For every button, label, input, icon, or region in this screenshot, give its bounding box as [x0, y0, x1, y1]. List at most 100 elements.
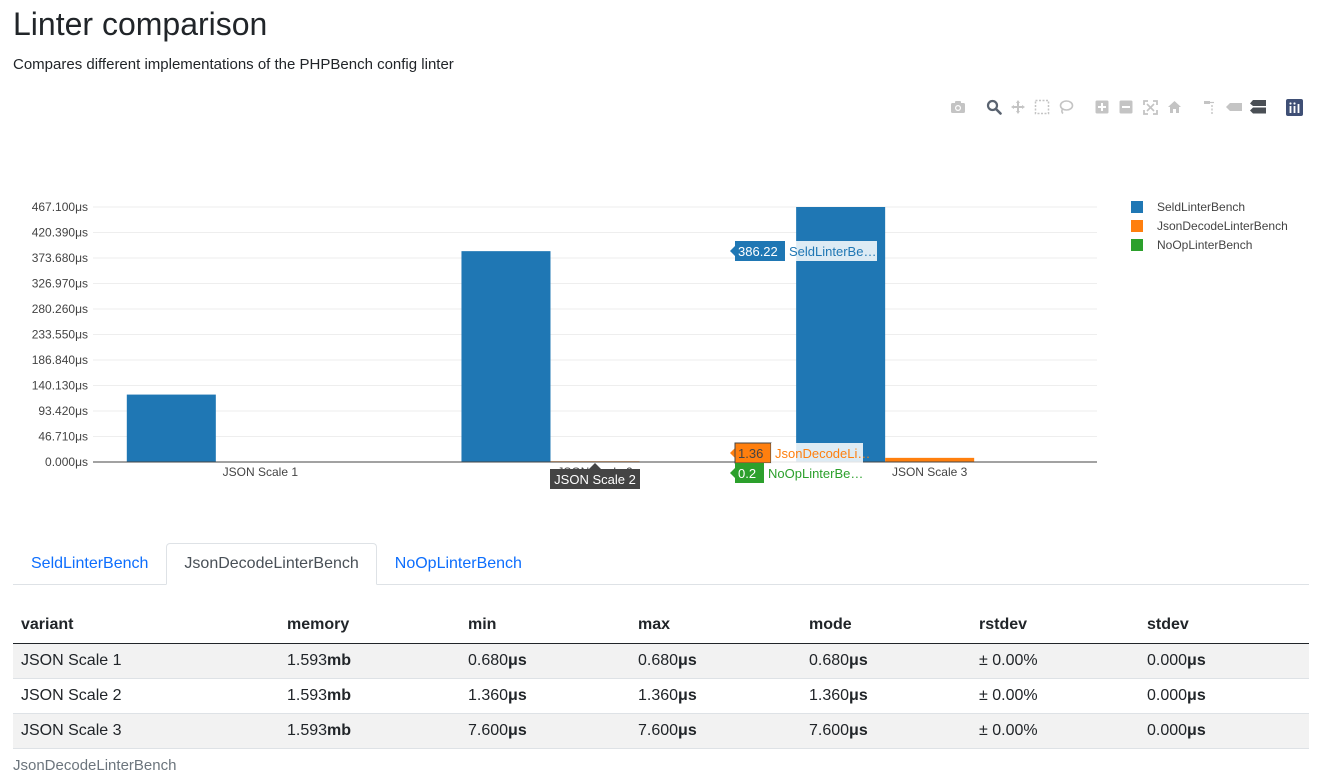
column-header-memory: memory	[279, 608, 460, 644]
cell-value: 1.360	[468, 686, 509, 704]
cell-value: 0.000	[1147, 721, 1188, 739]
table-cell-mode: 1.360μs	[801, 678, 971, 714]
spike-lines-icon[interactable]	[1198, 98, 1222, 116]
table-cell-mode: 7.600μs	[801, 713, 971, 749]
table-cell-max: 7.600μs	[630, 713, 801, 749]
legend-item-SeldLinterBench[interactable]: SeldLinterBench	[1131, 200, 1245, 214]
cell-unit: μs	[849, 651, 868, 669]
cell-value: 0.680	[468, 651, 509, 669]
table-cell-memory: 1.593mb	[279, 713, 460, 749]
table-cell-stdev: 0.000μs	[1139, 678, 1309, 714]
bar-SeldLinterBench-1[interactable]	[461, 251, 551, 462]
y-tick-label: 373.680μs	[32, 251, 88, 265]
table-cell-stdev: 0.000μs	[1139, 643, 1309, 679]
benchmark-tabs: SeldLinterBench JsonDecodeLinterBench NoOp…	[13, 543, 1309, 585]
column-header-min: min	[460, 608, 630, 644]
hover-category-text: JSON Scale 2	[554, 472, 636, 487]
x-tick-label: JSON Scale 1	[223, 465, 299, 479]
cell-value: JSON Scale 2	[21, 686, 122, 704]
column-header-variant: variant	[13, 608, 279, 644]
cell-unit: μs	[508, 686, 527, 704]
table-cell-variant: JSON Scale 1	[13, 643, 279, 679]
hover-value: 386.22	[738, 244, 778, 259]
cell-value: 1.360	[638, 686, 679, 704]
hover-label-JsonDecodeLinterBench: 1.36 JsonDecodeLi…	[730, 442, 870, 464]
hover-compare-icon[interactable]	[1246, 98, 1270, 116]
tab-JsonDecodeLinterBench[interactable]: JsonDecodeLinterBench	[166, 543, 377, 585]
cell-unit: μs	[508, 721, 527, 739]
cell-unit: μs	[678, 721, 697, 739]
cell-unit: μs	[849, 721, 868, 739]
table-cell-rstdev: ± 0.00%	[971, 713, 1139, 749]
hover-value: 0.2	[738, 466, 756, 481]
bar-JsonDecodeLinterBench-2[interactable]	[885, 457, 975, 462]
column-header-max: max	[630, 608, 801, 644]
legend-item-JsonDecodeLinterBench[interactable]: JsonDecodeLinterBench	[1131, 219, 1288, 233]
table-cell-min: 0.680μs	[460, 643, 630, 679]
tab-NoOpLinterBench[interactable]: NoOpLinterBench	[394, 555, 522, 572]
table-cell-stdev: 0.000μs	[1139, 713, 1309, 749]
y-tick-label: 280.260μs	[32, 302, 88, 316]
legend-swatch	[1131, 201, 1143, 213]
pan-icon[interactable]	[1006, 98, 1030, 116]
zoom-icon[interactable]	[982, 98, 1006, 116]
autoscale-icon[interactable]	[1138, 98, 1162, 116]
hover-series-name: SeldLinterBe…	[789, 244, 876, 259]
y-tick-label: 420.390μs	[32, 226, 88, 240]
hover-label-NoOpLinterBench: 0.2 NoOpLinterBe…	[730, 463, 863, 483]
cell-value: 7.600	[468, 721, 509, 739]
y-tick-label: 140.130μs	[32, 379, 88, 393]
results-table: variant memory min max mode rstdev stdev JSON …	[13, 608, 1309, 749]
y-tick-label: 46.710μs	[38, 430, 88, 444]
cell-value: JSON Scale 3	[21, 721, 122, 739]
cell-value: ± 0.00%	[979, 651, 1038, 669]
table-cell-min: 1.360μs	[460, 678, 630, 714]
hover-closest-icon[interactable]	[1222, 98, 1246, 116]
table-caption: JsonDecodeLinterBench	[13, 757, 177, 774]
table-cell-variant: JSON Scale 3	[13, 713, 279, 749]
cell-unit: mb	[327, 721, 352, 739]
cell-unit: mb	[327, 651, 352, 669]
y-tick-label: 0.000μs	[45, 455, 88, 469]
column-header-stdev: stdev	[1139, 608, 1309, 644]
bar-chart: 0.000μs 46.710μs 93.420μs 140.130μs 186.840μ…	[32, 200, 1288, 489]
chart-modebar	[934, 98, 1306, 116]
cell-unit: μs	[508, 651, 527, 669]
cell-unit: μs	[1187, 686, 1206, 704]
cell-unit: μs	[1187, 651, 1206, 669]
zoom-out-icon[interactable]	[1114, 98, 1138, 116]
hover-series-name: JsonDecodeLi…	[775, 446, 870, 461]
box-select-icon[interactable]	[1030, 98, 1054, 116]
table-row: JSON Scale 3 1.593mb 7.600μs 7.600μs 7.600μs…	[13, 713, 1309, 749]
legend-label: JsonDecodeLinterBench	[1157, 219, 1288, 233]
cell-unit: μs	[678, 686, 697, 704]
bar-SeldLinterBench-0[interactable]	[126, 394, 216, 462]
page-subtitle: Compares different implementations of th…	[13, 56, 454, 73]
legend-item-NoOpLinterBench[interactable]: NoOpLinterBench	[1131, 238, 1252, 252]
zoom-in-icon[interactable]	[1090, 98, 1114, 116]
cell-unit: μs	[678, 651, 697, 669]
legend-swatch	[1131, 239, 1143, 251]
reset-axes-icon[interactable]	[1162, 98, 1186, 116]
cell-unit: μs	[1187, 721, 1206, 739]
cell-unit: mb	[327, 686, 352, 704]
cell-value: 7.600	[638, 721, 679, 739]
legend-label: NoOpLinterBench	[1157, 238, 1252, 252]
hover-category-label: JSON Scale 2	[550, 463, 640, 489]
table-cell-mode: 0.680μs	[801, 643, 971, 679]
table-cell-max: 0.680μs	[630, 643, 801, 679]
cell-value: ± 0.00%	[979, 686, 1038, 704]
table-header-row: variant memory min max mode rstdev stdev	[13, 608, 1309, 644]
lasso-icon[interactable]	[1054, 98, 1078, 116]
cell-value: 1.360	[809, 686, 850, 704]
cell-value: 1.593	[287, 721, 328, 739]
legend-swatch	[1131, 220, 1143, 232]
x-tick-label: JSON Scale 3	[892, 465, 968, 479]
cell-value: ± 0.00%	[979, 721, 1038, 739]
camera-icon[interactable]	[946, 98, 970, 116]
table-cell-rstdev: ± 0.00%	[971, 678, 1139, 714]
tab-SeldLinterBench[interactable]: SeldLinterBench	[31, 555, 149, 572]
cell-value: 0.680	[809, 651, 850, 669]
cell-value: JSON Scale 1	[21, 651, 122, 669]
plotly-logo-icon[interactable]	[1282, 98, 1306, 116]
